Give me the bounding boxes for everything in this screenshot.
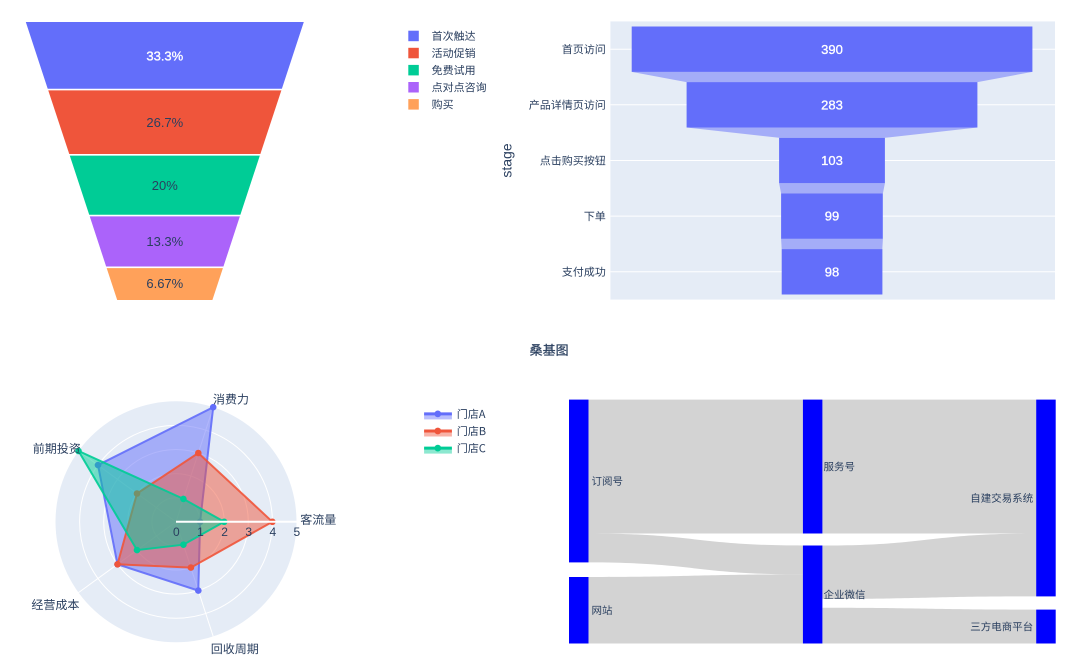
svg-text:stage: stage <box>499 143 515 177</box>
svg-text:99: 99 <box>825 209 839 224</box>
svg-text:5: 5 <box>294 525 301 539</box>
svg-text:4: 4 <box>269 525 276 539</box>
svg-text:3: 3 <box>245 525 252 539</box>
svg-text:2: 2 <box>221 525 228 539</box>
svg-text:283: 283 <box>821 97 843 112</box>
svg-text:98: 98 <box>825 264 839 279</box>
svg-text:6.67%: 6.67% <box>146 276 183 291</box>
svg-text:1: 1 <box>197 525 204 539</box>
svg-text:33.3%: 33.3% <box>146 48 183 63</box>
svg-text:13.3%: 13.3% <box>146 234 183 249</box>
svg-text:0: 0 <box>173 525 180 539</box>
svg-text:103: 103 <box>821 153 843 168</box>
svg-text:390: 390 <box>821 42 843 57</box>
svg-text:20%: 20% <box>152 178 178 193</box>
svg-text:26.7%: 26.7% <box>146 115 183 130</box>
